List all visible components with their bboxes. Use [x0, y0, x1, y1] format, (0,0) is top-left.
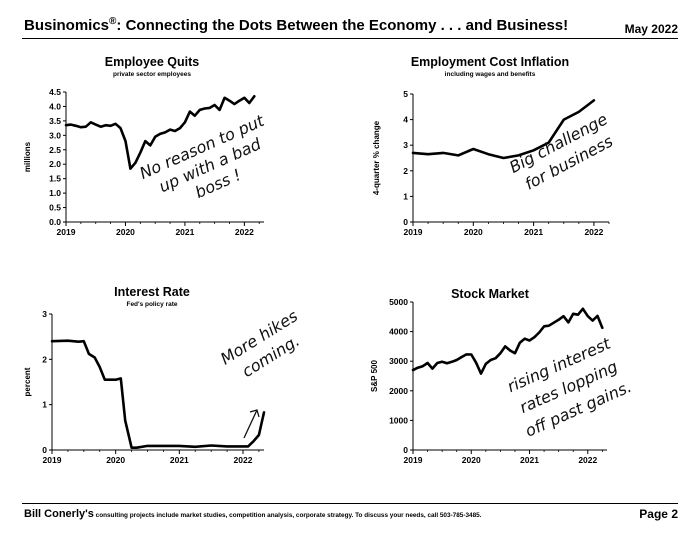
y-tick-label: 1000 — [389, 415, 408, 425]
y-tick-label: 5 — [403, 89, 408, 99]
y-tick-label: 3 — [403, 140, 408, 150]
x-tick-label: 2021 — [524, 227, 543, 237]
y-axis-label: 4-quarter % change — [372, 120, 381, 195]
x-tick-label: 2022 — [235, 227, 254, 237]
x-tick-label: 2021 — [175, 227, 194, 237]
series-line — [64, 94, 256, 170]
y-tick-label: 2000 — [389, 386, 408, 396]
y-tick-label: 5000 — [389, 297, 408, 307]
y-tick-label: 4000 — [389, 327, 408, 337]
y-tick-label: 3 — [42, 309, 47, 319]
footer-contact: consulting projects include market studi… — [93, 512, 482, 519]
y-tick-label: 0 — [42, 445, 47, 455]
x-tick-label: 2022 — [234, 455, 253, 465]
chart-title: Stock Market — [451, 287, 530, 301]
y-tick-label: 3000 — [389, 356, 408, 366]
registered-mark: ® — [109, 16, 117, 27]
chart-title: Interest Rate — [114, 285, 190, 299]
note-arrow — [243, 409, 258, 439]
y-tick-label: 3.0 — [49, 130, 61, 140]
chart-title: Employee Quits — [105, 55, 200, 69]
y-tick-label: 3.5 — [49, 116, 61, 126]
x-tick-label: 2019 — [404, 227, 423, 237]
x-tick-label: 2022 — [578, 455, 597, 465]
y-tick-label: 0 — [403, 217, 408, 227]
x-tick-label: 2019 — [404, 455, 423, 465]
y-tick-label: 4.5 — [49, 87, 61, 97]
y-tick-label: 0.5 — [49, 203, 61, 213]
x-tick-label: 2021 — [170, 455, 189, 465]
footer-rule — [22, 503, 678, 504]
y-axis-label: percent — [23, 367, 32, 396]
chart-subtitle: including wages and benefits — [445, 71, 536, 78]
x-tick-label: 2020 — [106, 455, 125, 465]
y-tick-label: 2 — [42, 354, 47, 364]
chart-subtitle: Fed's policy rate — [126, 301, 177, 308]
employee-quits-chart: Employee Quits private sector employees 0.… — [23, 55, 268, 237]
series-line — [411, 99, 596, 160]
y-tick-label: 1 — [42, 400, 47, 410]
x-tick-label: 2020 — [116, 227, 135, 237]
y-tick-label: 0 — [403, 445, 408, 455]
x-tick-label: 2022 — [584, 227, 603, 237]
y-tick-label: 4.0 — [49, 101, 61, 111]
footer-text: Bill Conerly's consulting projects inclu… — [24, 508, 481, 520]
x-tick-label: 2021 — [520, 455, 539, 465]
interest-rate-chart: Interest Rate Fed's policy rate 0 1 2 3 2019 20… — [23, 285, 303, 465]
y-tick-label: 2 — [403, 166, 408, 176]
x-tick-label: 2020 — [462, 455, 481, 465]
x-tick-label: 2019 — [43, 455, 62, 465]
y-tick-label: 4 — [403, 115, 408, 125]
x-tick-label: 2020 — [464, 227, 483, 237]
stock-market-chart: Stock Market 0 1000 2000 3000 4000 5000 2019 202… — [370, 287, 634, 465]
y-tick-label: 2.5 — [49, 145, 61, 155]
employment-cost-chart: Employment Cost Inflation including wages… — [372, 55, 616, 237]
y-tick-label: 1.5 — [49, 174, 61, 184]
page-number: Page 2 — [639, 507, 678, 521]
y-tick-label: 1 — [403, 191, 408, 201]
y-axis-label: S&P 500 — [370, 360, 379, 392]
issue-date: May 2022 — [624, 22, 678, 36]
x-tick-label: 2019 — [57, 227, 76, 237]
note-arrowhead — [249, 409, 260, 418]
y-tick-label: 0.0 — [49, 217, 61, 227]
title-brand: Businomics — [24, 17, 110, 34]
y-axis-label: millions — [23, 141, 32, 172]
header-rule — [22, 38, 678, 39]
chart-title: Employment Cost Inflation — [411, 55, 569, 69]
title-rest: : Connecting the Dots Between the Econom… — [116, 17, 569, 34]
footer-name: Bill Conerly's — [24, 508, 94, 520]
series-line — [411, 307, 604, 375]
y-tick-label: 2.0 — [49, 159, 61, 169]
chart-subtitle: private sector employees — [113, 71, 191, 78]
page-title: Businomics®: Connecting the Dots Between… — [24, 16, 568, 34]
y-tick-label: 1.0 — [49, 188, 61, 198]
series-line — [50, 339, 266, 449]
